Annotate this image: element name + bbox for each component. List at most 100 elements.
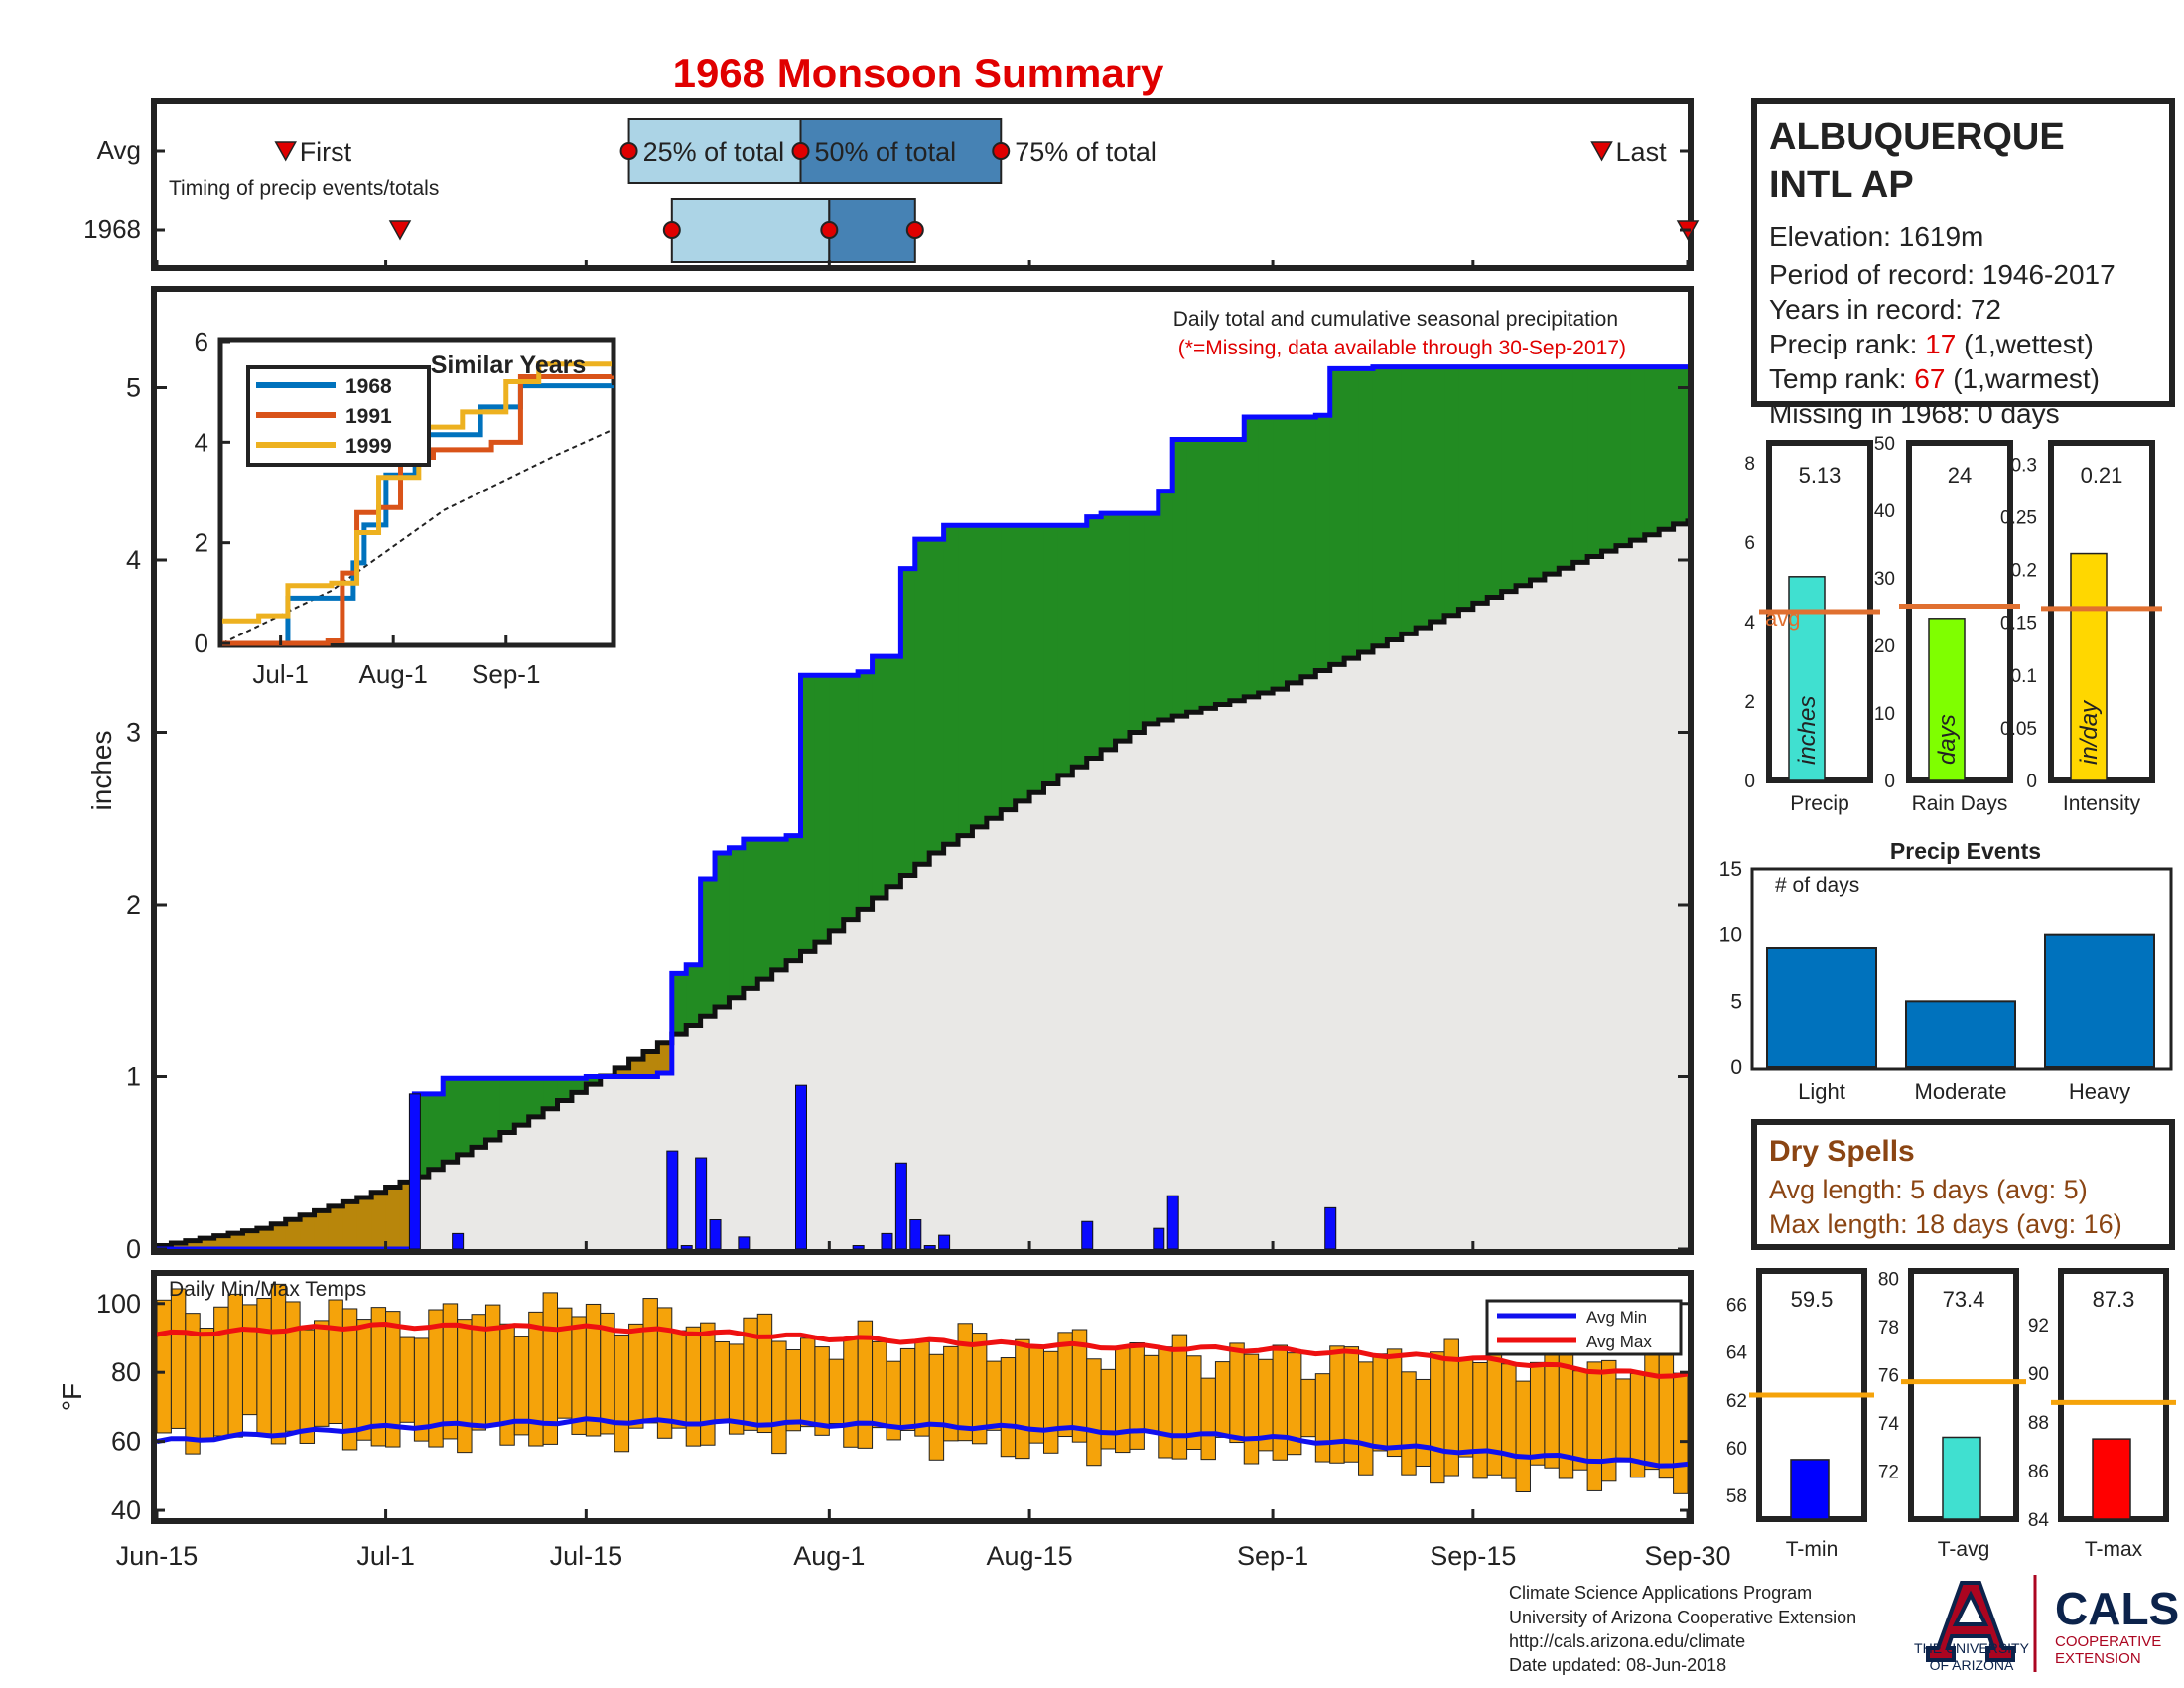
daily-temp-bar bbox=[957, 1323, 973, 1442]
inset-ytick-label: 0 bbox=[195, 629, 208, 658]
daily-precip-bar bbox=[680, 1245, 693, 1250]
daily-temp-bar bbox=[1000, 1357, 1017, 1458]
daily-precip-bar bbox=[894, 1162, 907, 1250]
legend-label-avg-min: Avg Min bbox=[1586, 1308, 1647, 1327]
surplus-segment bbox=[557, 1078, 573, 1101]
daily-temp-bar bbox=[1100, 1368, 1117, 1450]
surplus-segment bbox=[1057, 525, 1073, 775]
surplus-segment bbox=[457, 1078, 473, 1155]
surplus-segment bbox=[499, 1078, 515, 1133]
avg-cumulative-area bbox=[157, 518, 1688, 1249]
timing-avg-last-marker bbox=[1590, 141, 1613, 162]
daily-temp-bar bbox=[1214, 1361, 1231, 1438]
station-name-line2: INTL AP bbox=[1769, 164, 1914, 206]
deficit-segment bbox=[185, 1240, 201, 1249]
events-ytick-label: 10 bbox=[1719, 924, 1742, 947]
daily-temp-bar bbox=[1358, 1361, 1374, 1476]
surplus-segment bbox=[1544, 366, 1560, 575]
dry-spells-title: Dry Spells bbox=[1769, 1135, 1915, 1168]
daily-temp-bar bbox=[528, 1311, 544, 1447]
events-bars: Light Moderate Heavy 0 5 10 15 bbox=[1719, 858, 2155, 1104]
label-p25: 25% of total bbox=[643, 137, 785, 167]
inset-xtick-label: Sep-1 bbox=[472, 659, 540, 689]
inset-avg-dashed-line bbox=[221, 429, 613, 644]
daily-temp-bar bbox=[213, 1306, 229, 1437]
surplus-segment bbox=[757, 839, 773, 980]
temp-ytick-label: 100 bbox=[96, 1289, 141, 1319]
surplus-segment bbox=[1458, 366, 1474, 610]
daily-temp-bar bbox=[227, 1293, 243, 1438]
station-info-box: ALBUQUERQUE INTL AP Elevation: 1619m Per… bbox=[1751, 98, 2175, 429]
station-precip-rank: Precip rank: 17 (1,wettest) bbox=[1769, 329, 2094, 359]
surplus-segment bbox=[1387, 366, 1403, 640]
surplus-segment bbox=[814, 675, 830, 943]
daily-temp-bar bbox=[1501, 1363, 1517, 1479]
daily-temp-bar bbox=[1658, 1346, 1675, 1479]
daily-precip-bar bbox=[709, 1219, 722, 1250]
summary-value-label: 0.21 bbox=[2081, 463, 2123, 488]
x-tick-label: Sep-30 bbox=[1644, 1541, 1730, 1571]
surplus-segment bbox=[1601, 366, 1617, 552]
station-period: Period of record: 1946-2017 bbox=[1769, 259, 2116, 290]
surplus-segment bbox=[1644, 366, 1660, 535]
label-p75: 75% of total bbox=[1015, 137, 1157, 167]
summary-precip: 5.13 inches 0 2 4 6 8 Precip avg bbox=[1744, 440, 1880, 815]
surplus-segment bbox=[1315, 415, 1331, 671]
daily-temp-bar bbox=[299, 1329, 316, 1444]
timing-frame bbox=[151, 98, 1694, 271]
ua-line2: OF ARIZONA bbox=[1930, 1657, 2014, 1673]
daily-precip-bar bbox=[666, 1150, 679, 1250]
deficit-segment bbox=[171, 1243, 187, 1249]
surplus-segment bbox=[1144, 513, 1160, 724]
summary-ytick-label: 0 bbox=[1744, 772, 1755, 792]
daily-temp-bar bbox=[1015, 1338, 1030, 1460]
precip-missing-note: (*=Missing, data available through 30-Se… bbox=[1178, 337, 1626, 359]
surplus-segment bbox=[1186, 439, 1202, 713]
x-tick-label: Jun-15 bbox=[116, 1541, 199, 1571]
surplus-segment bbox=[1001, 525, 1017, 810]
timing-avg-box-25-50 bbox=[627, 118, 802, 184]
deficit-segment bbox=[213, 1235, 229, 1249]
temp-summary-ytick-label: 88 bbox=[2028, 1413, 2049, 1434]
summary-ytick-label: 2 bbox=[1744, 692, 1755, 713]
summary-xlabel: Precip bbox=[1790, 792, 1849, 815]
precip-ytick-label: 1 bbox=[126, 1062, 141, 1092]
deficit-segment bbox=[200, 1238, 215, 1249]
surplus-segment bbox=[443, 1078, 459, 1163]
summary-xlabel: Intensity bbox=[2063, 792, 2141, 815]
daily-temp-bar bbox=[771, 1340, 787, 1455]
deficit-segment bbox=[356, 1196, 372, 1249]
daily-temp-bar bbox=[1272, 1344, 1288, 1461]
surplus-segment bbox=[514, 1078, 530, 1126]
label-last: Last bbox=[1616, 137, 1668, 167]
deficit-segment bbox=[256, 1228, 272, 1249]
daily-temp-bar bbox=[1329, 1345, 1345, 1464]
daily-precip-bar bbox=[1166, 1195, 1179, 1250]
precip-y-axis: 0 1 2 3 4 5 bbox=[126, 373, 1691, 1264]
daily-temp-bar bbox=[614, 1334, 630, 1453]
surplus-segment bbox=[986, 525, 1002, 819]
deficit-segment bbox=[314, 1210, 330, 1249]
daily-temp-bar bbox=[1401, 1371, 1417, 1476]
daily-temp-bar bbox=[1372, 1353, 1388, 1452]
daily-temp-bar bbox=[1529, 1361, 1546, 1466]
summary-avg-text: avg bbox=[1765, 606, 1800, 631]
temp-summary-xlabel: T-avg bbox=[1938, 1538, 1990, 1561]
temperature-panel: Daily Min/Max Temps °F Avg Min Avg Max 4… bbox=[57, 1270, 1694, 1525]
summary-xlabel: Rain Days bbox=[1912, 792, 2008, 815]
timing-year-box-25-50 bbox=[670, 198, 831, 263]
surplus-segment bbox=[1215, 439, 1231, 705]
ua-line1: THE UNIVERSITY bbox=[1914, 1640, 2030, 1656]
events-category-label: Heavy bbox=[2069, 1079, 2130, 1104]
summary-unit-label: in/day bbox=[2076, 699, 2103, 765]
station-name-line1: ALBUQUERQUE bbox=[1769, 116, 2065, 158]
surplus-segment bbox=[1530, 366, 1546, 580]
summary-unit-label: days bbox=[1934, 714, 1961, 765]
deficit-segment bbox=[657, 1042, 673, 1074]
summary-ytick-label: 10 bbox=[1874, 704, 1895, 725]
surplus-segment bbox=[900, 568, 916, 876]
footer-line4: Date updated: 08-Jun-2018 bbox=[1509, 1655, 1726, 1675]
surplus-segment bbox=[1086, 516, 1102, 759]
daily-temp-bar bbox=[1314, 1373, 1331, 1463]
dry-spells-max: Max length: 18 days (avg: 16) bbox=[1769, 1209, 2122, 1239]
